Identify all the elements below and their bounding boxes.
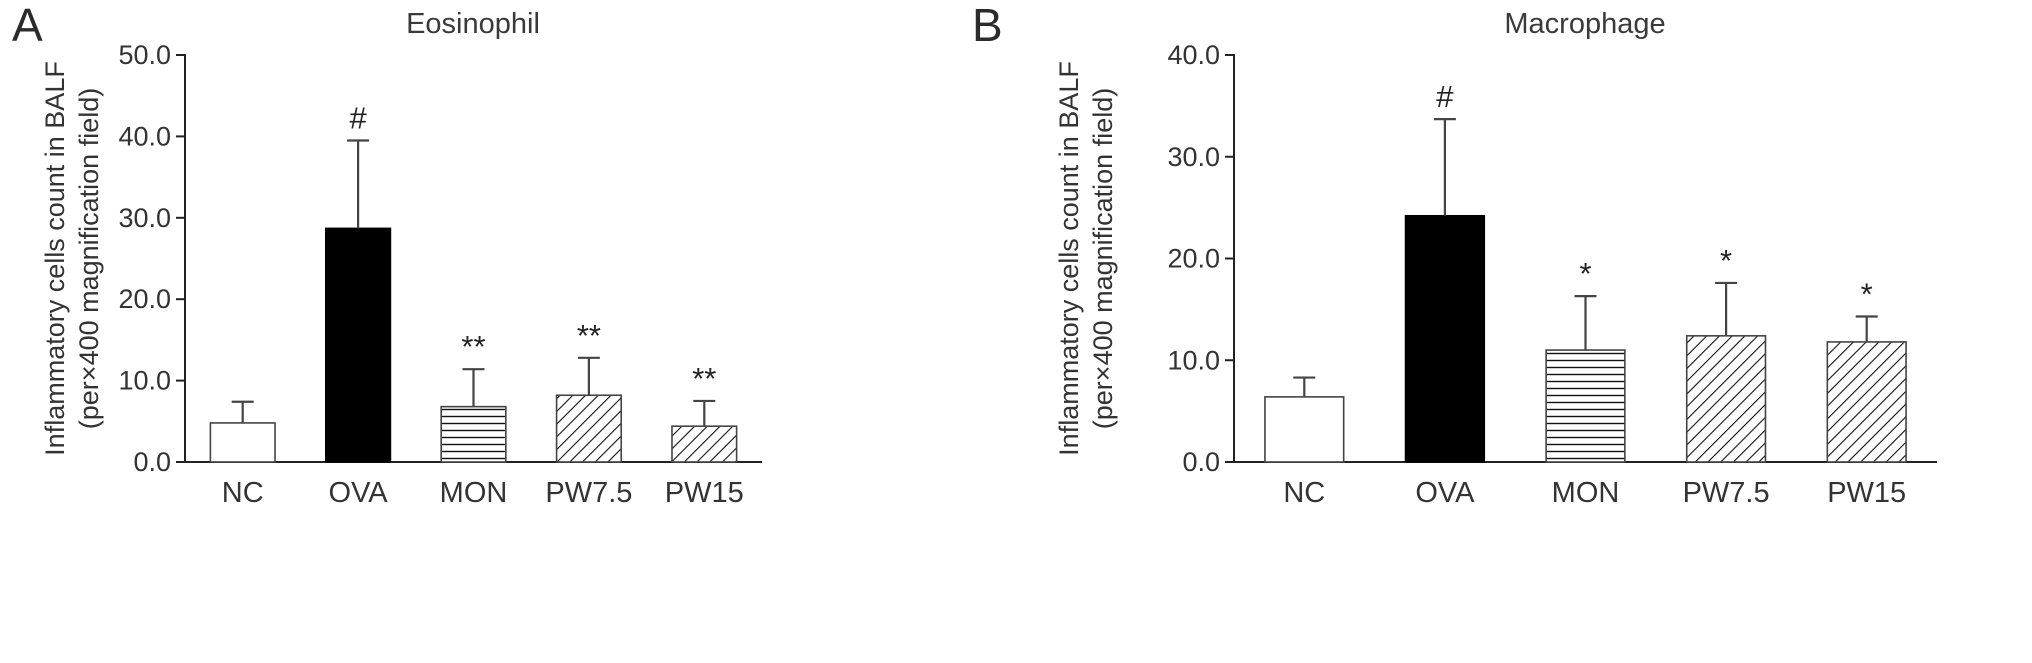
svg-text:PW15: PW15: [665, 477, 744, 509]
svg-text:Inflammatory cells count in BA: Inflammatory cells count in BALF: [1054, 61, 1084, 456]
svg-text:MON: MON: [440, 477, 508, 509]
svg-text:*: *: [1579, 256, 1591, 291]
svg-text:PW7.5: PW7.5: [1683, 477, 1770, 509]
svg-text:#: #: [349, 100, 367, 135]
panel-b-title: Macrophage: [1504, 8, 1666, 40]
svg-text:OVA: OVA: [1415, 477, 1475, 509]
svg-text:#: #: [1436, 79, 1454, 114]
svg-text:20.0: 20.0: [118, 284, 171, 314]
panel-a: A Eosinophil Inflammatory cells count in…: [0, 0, 960, 663]
svg-text:0.0: 0.0: [1182, 447, 1220, 477]
svg-text:30.0: 30.0: [1167, 142, 1220, 172]
panel-a-title: Eosinophil: [406, 8, 540, 40]
svg-text:**: **: [577, 318, 601, 353]
svg-text:PW7.5: PW7.5: [545, 477, 632, 509]
panel-b-chart: Inflammatory cells count in BALF (per×400…: [1054, 40, 1937, 509]
panel-a-chart: Inflammatory cells count in BALF (per×400…: [40, 40, 762, 509]
panel-b: B Macrophage Inflammatory cells count in…: [960, 0, 2032, 663]
svg-text:20.0: 20.0: [1167, 244, 1220, 274]
panel-a-letter: A: [12, 0, 43, 51]
svg-text:0.0: 0.0: [133, 447, 171, 477]
svg-text:PW15: PW15: [1827, 477, 1906, 509]
svg-text:*: *: [1720, 243, 1732, 278]
svg-text:30.0: 30.0: [118, 203, 171, 233]
svg-text:**: **: [692, 361, 716, 396]
svg-text:(per×400 magnification field): (per×400 magnification field): [1088, 88, 1118, 429]
svg-text:*: *: [1861, 276, 1873, 311]
panel-b-letter: B: [972, 0, 1003, 51]
svg-text:OVA: OVA: [329, 477, 389, 509]
svg-text:NC: NC: [222, 477, 264, 509]
svg-text:50.0: 50.0: [118, 40, 171, 70]
svg-text:(per×400 magnification field): (per×400 magnification field): [74, 88, 104, 429]
svg-text:NC: NC: [1283, 477, 1325, 509]
svg-text:Inflammatory cells count in BA: Inflammatory cells count in BALF: [40, 61, 70, 456]
svg-text:40.0: 40.0: [1167, 40, 1220, 70]
svg-text:**: **: [461, 329, 485, 364]
svg-text:10.0: 10.0: [118, 366, 171, 396]
svg-text:MON: MON: [1552, 477, 1620, 509]
svg-text:10.0: 10.0: [1167, 345, 1220, 375]
svg-text:40.0: 40.0: [118, 121, 171, 151]
